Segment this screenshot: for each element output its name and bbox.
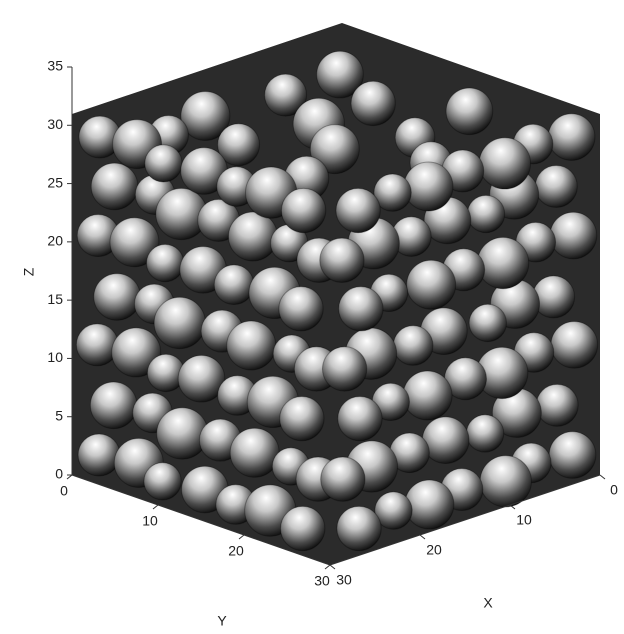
z-tick-label: 20 xyxy=(47,233,63,249)
sphere xyxy=(321,457,365,501)
sphere xyxy=(90,382,137,429)
sphere xyxy=(477,237,528,288)
y-tick xyxy=(67,475,72,479)
sphere xyxy=(91,163,138,210)
sphere xyxy=(281,506,325,550)
page: 0510152025303501020300102030ZYX (() => {… xyxy=(0,0,624,634)
sphere xyxy=(393,326,433,366)
sphere xyxy=(281,188,325,232)
sphere xyxy=(227,321,276,370)
y-tick xyxy=(325,565,330,569)
y-tick-label: 30 xyxy=(314,573,330,589)
sphere xyxy=(548,114,595,161)
sphere xyxy=(78,434,120,476)
y-tick-label: 20 xyxy=(228,543,244,559)
z-tick-label: 10 xyxy=(47,349,63,365)
sphere xyxy=(405,480,454,529)
z-tick-label: 15 xyxy=(47,291,63,307)
sphere xyxy=(94,274,141,321)
sphere xyxy=(280,396,324,440)
sphere xyxy=(403,371,452,420)
y-tick xyxy=(239,535,244,539)
sphere xyxy=(469,304,506,341)
sphere xyxy=(322,347,366,391)
sphere xyxy=(535,165,577,207)
sphere xyxy=(536,384,578,426)
sphere xyxy=(479,138,530,189)
sphere xyxy=(320,238,364,282)
sphere xyxy=(467,195,504,232)
sphere xyxy=(228,212,277,261)
x-tick-label: 10 xyxy=(516,512,532,528)
z-tick-label: 35 xyxy=(47,58,63,74)
x-axis-label: X xyxy=(483,595,493,611)
sphere xyxy=(351,81,395,125)
sphere xyxy=(144,463,181,500)
x-tick-label: 20 xyxy=(426,542,442,558)
sphere xyxy=(279,287,323,331)
sphere xyxy=(154,297,205,348)
sphere xyxy=(214,265,254,305)
x-tick-label: 0 xyxy=(610,482,618,498)
sphere xyxy=(446,88,493,135)
y-tick-label: 10 xyxy=(142,513,158,529)
sphere xyxy=(76,324,118,366)
sphere xyxy=(550,212,597,259)
z-tick-label: 5 xyxy=(55,407,63,423)
y-tick xyxy=(153,505,158,509)
x-tick xyxy=(600,475,605,479)
sphere xyxy=(404,162,453,211)
x-tick xyxy=(330,565,335,569)
sphere xyxy=(145,145,182,182)
sphere xyxy=(230,428,279,477)
x-tick xyxy=(420,535,425,539)
y-axis-label: Y xyxy=(217,613,227,629)
chart: 0 5 10 15 20 25 30 35 0 10 20 30 0 10 20 30 Z Y X xyxy=(0,0,624,634)
x-tick-label: 30 xyxy=(336,572,352,588)
sphere xyxy=(336,188,380,232)
sphere xyxy=(480,456,531,507)
sphere xyxy=(147,244,184,281)
sphere xyxy=(339,287,383,331)
sphere xyxy=(549,432,596,479)
y-tick-label: 0 xyxy=(60,483,68,499)
z-tick-label: 30 xyxy=(47,116,63,132)
sphere xyxy=(338,396,382,440)
sphere xyxy=(551,321,598,368)
sphere xyxy=(407,260,456,309)
z-tick-label: 25 xyxy=(47,174,63,190)
sphere xyxy=(337,506,381,550)
z-tick-label: 0 xyxy=(55,466,63,482)
z-axis-label: Z xyxy=(21,267,37,276)
sphere xyxy=(466,415,503,452)
